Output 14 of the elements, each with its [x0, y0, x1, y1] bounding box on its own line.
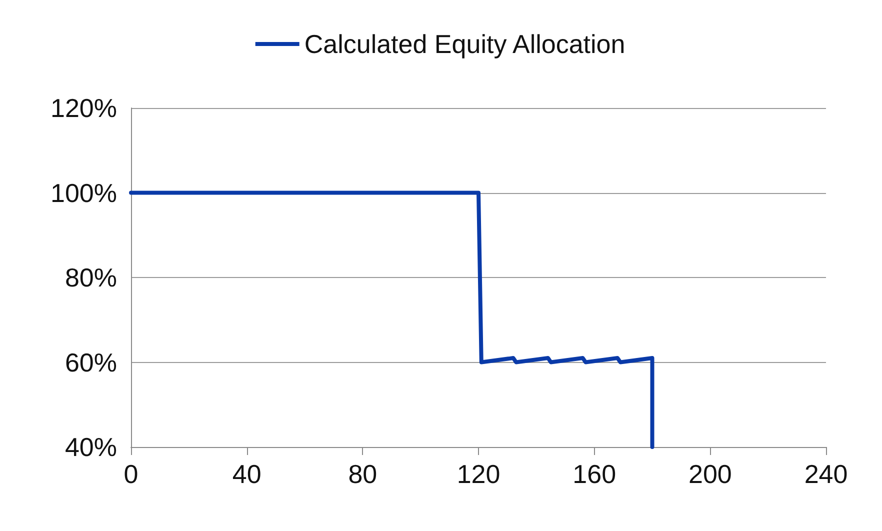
x-tick-label: 120	[456, 459, 500, 489]
x-tick-label: 0	[124, 459, 138, 489]
y-tick-label: 100%	[50, 178, 117, 208]
x-tick-label: 160	[572, 459, 616, 489]
x-tick-label: 200	[688, 459, 732, 489]
x-tick-label: 40	[232, 459, 262, 489]
y-tick-label: 120%	[50, 93, 117, 123]
x-tick-label: 80	[348, 459, 378, 489]
y-tick-label: 60%	[64, 347, 117, 378]
y-tick-label: 40%	[64, 432, 117, 462]
y-tick-label: 80%	[64, 262, 117, 292]
line-series	[129, 190, 654, 449]
legend-label: Calculated Equity Allocation	[304, 29, 626, 59]
x-tick-label: 240	[804, 459, 848, 489]
